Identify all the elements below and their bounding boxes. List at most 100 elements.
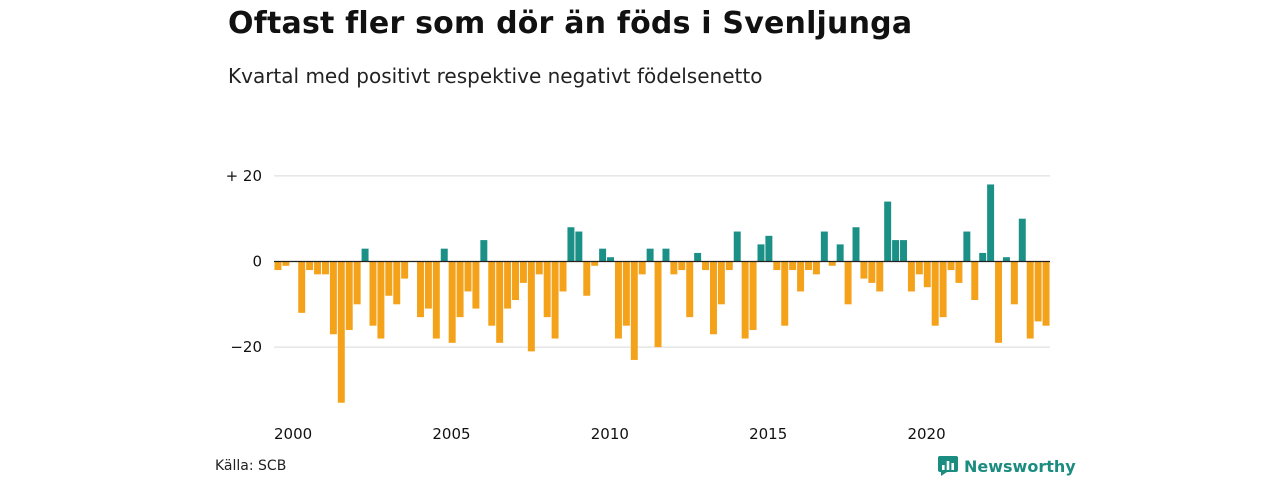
bar <box>638 261 646 275</box>
bar <box>678 261 686 271</box>
bar <box>401 261 409 279</box>
bar <box>607 257 615 262</box>
bar <box>725 261 733 271</box>
bar <box>630 261 638 360</box>
bar <box>907 261 915 292</box>
bar <box>298 261 306 313</box>
y-tick-label: 0 <box>252 253 262 271</box>
bar <box>535 261 543 275</box>
bar <box>1018 218 1026 262</box>
bar <box>789 261 797 271</box>
bar <box>709 261 717 335</box>
bar <box>781 261 789 326</box>
bar <box>1042 261 1050 326</box>
x-tick-label: 2020 <box>907 425 945 443</box>
bar <box>583 261 591 296</box>
bar <box>274 261 282 271</box>
y-tick-label: −20 <box>230 338 262 356</box>
bar <box>694 252 702 262</box>
bar <box>717 261 725 305</box>
bar <box>773 261 781 271</box>
bar-chart-logo-icon <box>938 456 958 476</box>
bar <box>646 248 654 262</box>
bar <box>915 261 923 275</box>
x-tick-label: 2010 <box>591 425 629 443</box>
bar <box>575 231 583 262</box>
bar <box>852 227 860 262</box>
bar <box>955 261 963 283</box>
bar <box>337 261 345 403</box>
bar <box>987 184 995 262</box>
gridlines <box>274 175 1050 348</box>
bar <box>519 261 527 283</box>
bar <box>923 261 931 288</box>
bar <box>686 261 694 318</box>
bar <box>488 261 496 326</box>
bar <box>670 261 678 275</box>
bar <box>733 231 741 262</box>
bar <box>805 261 812 271</box>
brand-name: Newsworthy <box>964 456 1076 476</box>
bar <box>314 261 322 275</box>
bar <box>440 248 448 262</box>
bar <box>939 261 947 318</box>
bar <box>369 261 377 326</box>
bar <box>321 261 329 275</box>
x-tick-label: 2015 <box>749 425 787 443</box>
bar <box>345 261 353 330</box>
bar <box>844 261 852 305</box>
chart-subtitle: Kvartal med positivt respektive negativt… <box>228 64 763 88</box>
bar <box>432 261 440 339</box>
bar <box>900 240 907 262</box>
bar <box>868 261 876 283</box>
bar <box>567 227 575 262</box>
bar <box>614 261 622 339</box>
bar <box>1034 261 1042 322</box>
x-tick-label: 2000 <box>274 425 312 443</box>
bar <box>931 261 939 326</box>
source-note: Källa: SCB <box>215 458 287 474</box>
bar <box>353 261 361 305</box>
bar <box>765 235 773 262</box>
bar <box>361 248 369 262</box>
bar <box>559 261 567 292</box>
y-tick-label: + 20 <box>226 167 262 185</box>
bar <box>599 248 607 262</box>
bar <box>377 261 385 339</box>
bar <box>654 261 662 348</box>
bar <box>329 261 337 335</box>
bar <box>306 261 314 271</box>
y-tick-labels: + 20 0 −20 <box>226 167 262 356</box>
bar <box>385 261 393 296</box>
bar <box>876 261 884 292</box>
bar <box>543 261 551 318</box>
brand-logo[interactable]: Newsworthy <box>938 456 1076 476</box>
x-tick-labels: 2000 2005 2010 2015 2020 <box>274 425 946 443</box>
bar <box>424 261 432 309</box>
bar <box>1026 261 1034 339</box>
chart-title: Oftast fler som dör än föds i Svenljunga <box>228 6 913 41</box>
bar <box>971 261 979 301</box>
bar <box>448 261 456 343</box>
bar <box>622 261 630 326</box>
x-tick-label: 2005 <box>432 425 470 443</box>
bar <box>551 261 559 339</box>
bar <box>417 261 424 318</box>
bar <box>464 261 472 292</box>
bar <box>662 248 670 262</box>
bar <box>591 261 599 266</box>
bar <box>892 240 900 262</box>
bar <box>527 261 535 352</box>
bar <box>480 240 488 262</box>
bar <box>456 261 464 318</box>
bar <box>393 261 401 305</box>
bar <box>947 261 955 271</box>
bar <box>1010 261 1018 305</box>
bar <box>963 231 971 262</box>
bar <box>702 261 710 271</box>
bar <box>472 261 480 309</box>
bar <box>757 244 765 262</box>
bar <box>749 261 757 330</box>
bar <box>836 244 844 262</box>
